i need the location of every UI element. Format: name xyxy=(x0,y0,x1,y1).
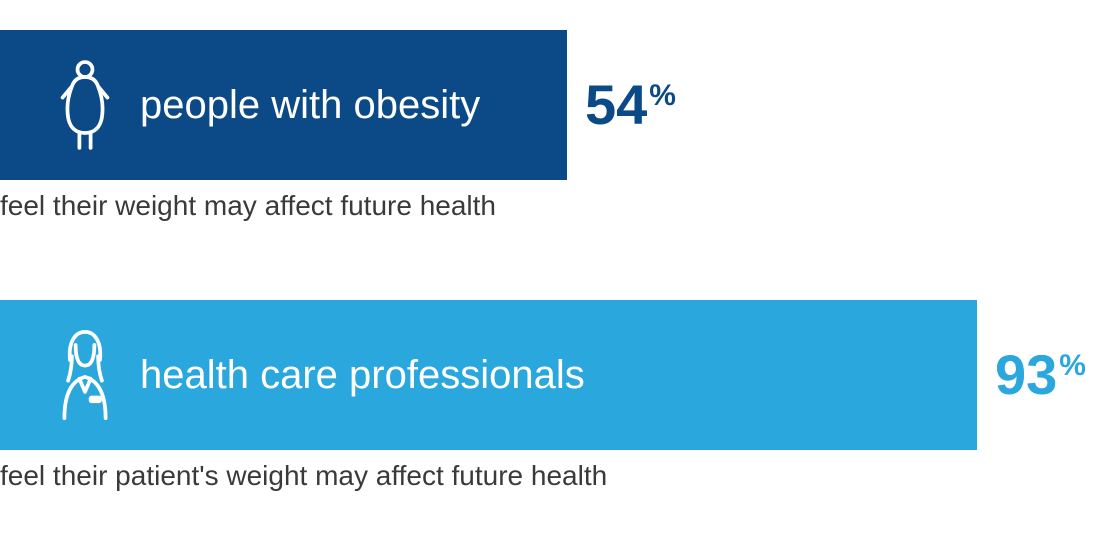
bar-label-hcp: health care professionals xyxy=(140,353,585,398)
caption-hcp: feel their patient's weight may affect f… xyxy=(0,460,607,492)
hcp-person-icon xyxy=(50,325,120,425)
bar-hcp: health care professionals xyxy=(0,300,977,450)
percent-sign: % xyxy=(649,81,676,111)
bar-value-obesity: 54 % xyxy=(585,77,676,133)
bar-group-obesity: people with obesity 54 % xyxy=(0,30,567,180)
bar-label-obesity: people with obesity xyxy=(140,83,480,128)
bar-value-number: 93 xyxy=(995,347,1057,403)
person-obesity-icon xyxy=(50,55,120,155)
bar-group-hcp: health care professionals 93 % xyxy=(0,300,977,450)
bar-obesity: people with obesity xyxy=(0,30,567,180)
bar-value-hcp: 93 % xyxy=(995,347,1086,403)
caption-obesity: feel their weight may affect future heal… xyxy=(0,190,496,222)
percent-sign: % xyxy=(1059,351,1086,381)
comparison-bar-chart: people with obesity 54 % feel their weig… xyxy=(0,0,1114,544)
bar-value-number: 54 xyxy=(585,77,647,133)
